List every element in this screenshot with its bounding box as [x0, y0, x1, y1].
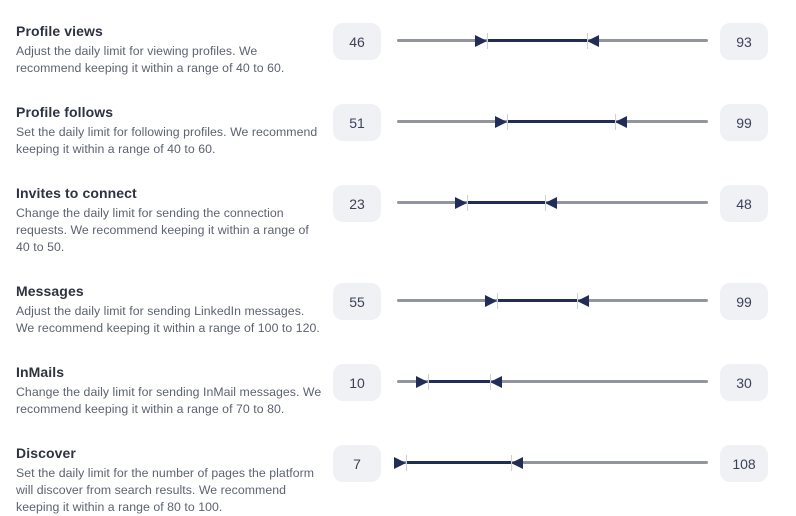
- left-handle-tick: [428, 373, 430, 390]
- left-handle-tick: [496, 292, 498, 309]
- right-handle-tick: [586, 32, 588, 49]
- right-handle-tick: [544, 194, 546, 211]
- right-handle-tick: [490, 373, 492, 390]
- range-slider[interactable]: [397, 103, 708, 141]
- slider-selected-range: [428, 380, 491, 383]
- setting-description: Change the daily limit for sending the c…: [16, 206, 309, 254]
- setting-text-block: Invites to connect Change the daily limi…: [16, 184, 333, 256]
- max-value: 108: [732, 455, 756, 472]
- slider-selected-range: [496, 299, 578, 302]
- range-slider[interactable]: [394, 444, 708, 482]
- min-value-chip: 7: [333, 445, 381, 482]
- right-handle-tick: [510, 454, 512, 471]
- setting-title: InMails: [16, 364, 65, 380]
- min-value-chip: 55: [333, 283, 381, 320]
- max-value: 48: [736, 195, 752, 212]
- min-value: 55: [349, 293, 365, 310]
- setting-description: Change the daily limit for sending InMai…: [16, 385, 322, 416]
- left-handle-tick: [507, 113, 509, 130]
- right-handle-triangle-icon: [544, 196, 557, 209]
- limit-setting-row-discover: Discover Set the daily limit for the num…: [16, 444, 768, 516]
- left-handle-triangle-icon: [454, 196, 467, 209]
- left-handle-tick: [466, 194, 468, 211]
- range-slider[interactable]: [397, 282, 708, 320]
- right-handle-triangle-icon: [586, 34, 599, 47]
- right-handle-triangle-icon: [577, 294, 590, 307]
- max-value-chip: 48: [720, 185, 768, 222]
- max-value: 30: [736, 374, 752, 391]
- slider-selected-range: [487, 39, 587, 42]
- min-value: 51: [349, 114, 365, 131]
- setting-title: Profile follows: [16, 104, 114, 120]
- min-value: 10: [349, 374, 365, 391]
- left-handle-tick: [406, 454, 408, 471]
- limit-setting-row-messages: Messages Adjust the daily limit for send…: [16, 282, 768, 337]
- max-value-chip: 99: [720, 104, 768, 141]
- left-handle-triangle-icon: [495, 115, 508, 128]
- left-handle-triangle-icon: [475, 34, 488, 47]
- slider-selected-range: [406, 461, 511, 464]
- slider-selected-range: [466, 201, 545, 204]
- setting-title: Messages: [16, 283, 84, 299]
- setting-description: Adjust the daily limit for viewing profi…: [16, 44, 285, 75]
- max-value: 99: [736, 114, 752, 131]
- right-handle-tick: [614, 113, 616, 130]
- setting-title: Invites to connect: [16, 185, 137, 201]
- min-value-chip: 23: [333, 185, 381, 222]
- setting-description: Set the daily limit for the number of pa…: [16, 466, 315, 514]
- slider-track[interactable]: [397, 461, 708, 464]
- max-value-chip: 30: [720, 364, 768, 401]
- limit-setting-row-profile-views: Profile views Adjust the daily limit for…: [16, 22, 768, 77]
- setting-text-block: Profile views Adjust the daily limit for…: [16, 22, 333, 77]
- right-handle-triangle-icon: [614, 115, 627, 128]
- left-handle-triangle-icon: [394, 456, 407, 469]
- min-value: 46: [349, 33, 365, 50]
- max-value-chip: 93: [720, 23, 768, 60]
- min-value: 7: [353, 455, 361, 472]
- setting-text-block: Profile follows Set the daily limit for …: [16, 103, 333, 158]
- limit-setting-row-inmails: InMails Change the daily limit for sendi…: [16, 363, 768, 418]
- max-value: 99: [736, 293, 752, 310]
- range-slider[interactable]: [397, 184, 708, 222]
- min-value-chip: 46: [333, 23, 381, 60]
- max-value: 93: [736, 33, 752, 50]
- max-value-chip: 108: [720, 445, 768, 482]
- setting-description: Set the daily limit for following profil…: [16, 125, 318, 156]
- right-handle-triangle-icon: [510, 456, 523, 469]
- min-value-chip: 51: [333, 104, 381, 141]
- left-handle-triangle-icon: [484, 294, 497, 307]
- left-handle-tick: [487, 32, 489, 49]
- left-handle-triangle-icon: [416, 375, 429, 388]
- setting-title: Profile views: [16, 23, 103, 39]
- limit-setting-row-invites-to-connect: Invites to connect Change the daily limi…: [16, 184, 768, 256]
- range-slider[interactable]: [397, 363, 708, 401]
- setting-title: Discover: [16, 445, 76, 461]
- limit-setting-row-profile-follows: Profile follows Set the daily limit for …: [16, 103, 768, 158]
- max-value-chip: 99: [720, 283, 768, 320]
- right-handle-tick: [577, 292, 579, 309]
- min-value: 23: [349, 195, 365, 212]
- range-slider[interactable]: [397, 22, 708, 60]
- right-handle-triangle-icon: [490, 375, 503, 388]
- setting-text-block: Discover Set the daily limit for the num…: [16, 444, 333, 516]
- slider-track[interactable]: [397, 380, 708, 383]
- min-value-chip: 10: [333, 364, 381, 401]
- setting-text-block: InMails Change the daily limit for sendi…: [16, 363, 333, 418]
- slider-selected-range: [507, 120, 615, 123]
- setting-description: Adjust the daily limit for sending Linke…: [16, 304, 320, 335]
- setting-text-block: Messages Adjust the daily limit for send…: [16, 282, 333, 337]
